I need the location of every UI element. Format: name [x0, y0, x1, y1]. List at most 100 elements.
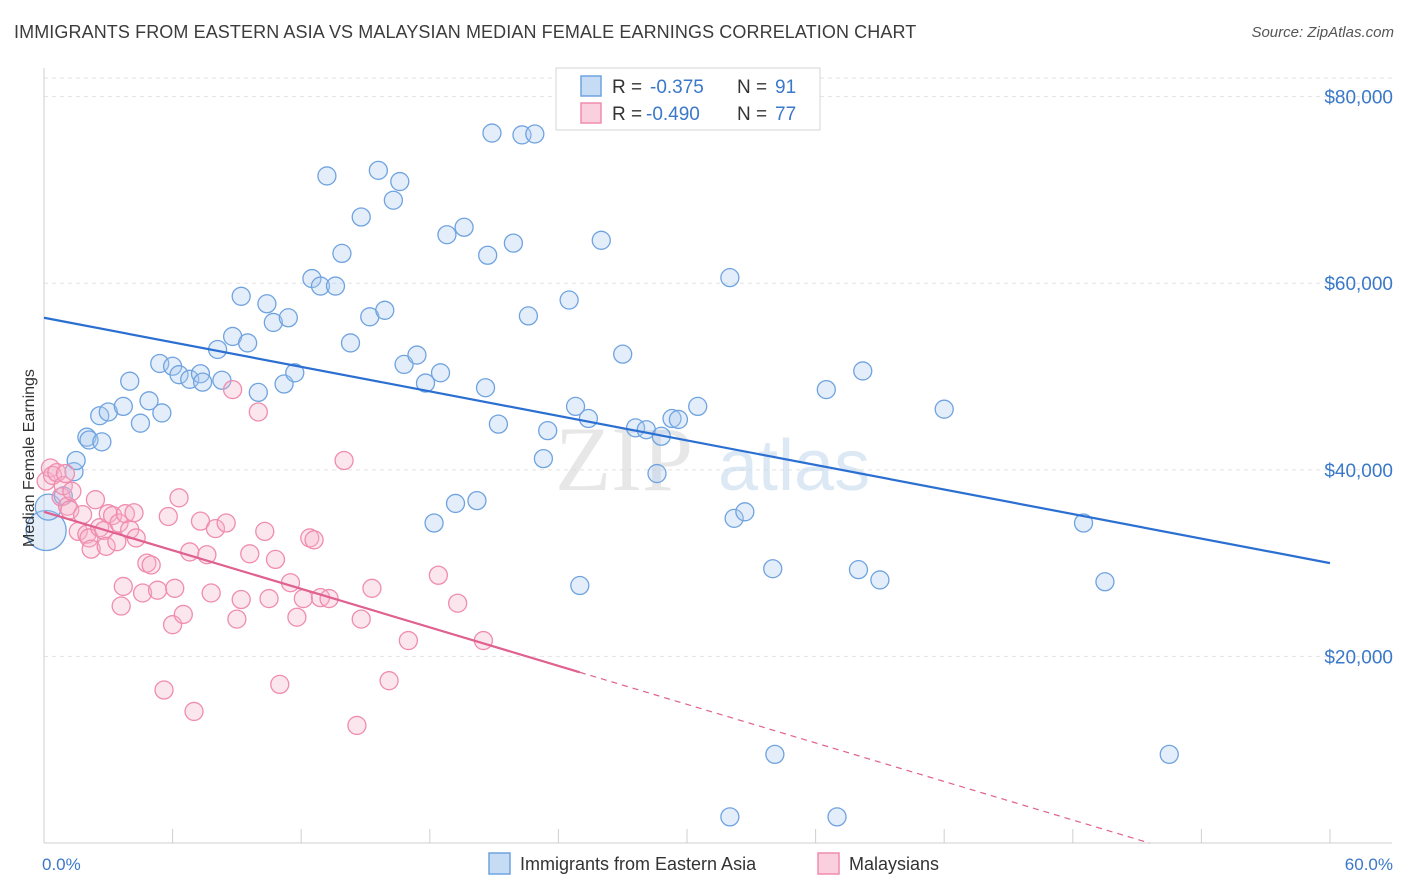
point-eastern-asia: [278, 308, 298, 328]
axes: [43, 68, 1392, 844]
point-eastern-asia: [424, 513, 444, 533]
legend-r-label-2: R =: [612, 104, 642, 125]
legend-n-value-1: 91: [775, 77, 796, 98]
point-eastern-asia: [848, 560, 869, 580]
point-eastern-asia: [120, 371, 140, 391]
point-malaysians: [96, 536, 116, 556]
point-eastern-asia: [407, 345, 427, 365]
legend-label-malaysians: Malaysians: [849, 854, 939, 874]
point-malaysians: [201, 583, 221, 603]
point-eastern-asia: [169, 365, 189, 385]
point-malaysians: [347, 715, 367, 736]
point-eastern-asia: [503, 233, 524, 253]
data-points: [25, 123, 1179, 827]
source-note: Source: ZipAtlas.com: [1251, 24, 1394, 41]
legend-swatch-eastern-asia: [488, 852, 511, 875]
point-malaysians: [141, 555, 161, 575]
point-eastern-asia: [724, 508, 744, 528]
trend-line-eastern-asia: [43, 316, 1331, 565]
point-malaysians: [304, 530, 324, 550]
y-tick-label: $20,000: [1324, 647, 1393, 668]
point-eastern-asia: [478, 245, 498, 265]
point-eastern-asia: [763, 559, 783, 579]
point-eastern-asia: [525, 124, 545, 144]
point-eastern-asia: [310, 276, 331, 296]
legend-swatch-malaysians: [817, 852, 840, 875]
point-eastern-asia: [394, 354, 414, 375]
trend-line-malaysians: [43, 510, 581, 674]
point-eastern-asia: [98, 402, 118, 422]
point-eastern-asia: [467, 490, 487, 511]
point-malaysians: [124, 503, 144, 523]
point-eastern-asia: [113, 396, 133, 417]
point-eastern-asia: [437, 225, 457, 245]
watermark: ZIP atlas: [555, 408, 870, 510]
point-eastern-asia: [332, 243, 352, 264]
point-eastern-asia: [1095, 572, 1115, 592]
point-malaysians: [81, 539, 101, 559]
point-eastern-asia: [668, 409, 689, 430]
point-malaysians: [111, 596, 131, 616]
point-malaysians: [126, 528, 146, 548]
point-malaysians: [132, 583, 153, 603]
point-malaysians: [428, 565, 449, 585]
point-eastern-asia: [870, 570, 890, 590]
point-eastern-asia: [720, 267, 740, 288]
point-eastern-asia: [613, 344, 633, 364]
point-malaysians: [398, 630, 419, 651]
watermark-zip: ZIP: [555, 408, 693, 510]
point-eastern-asia: [415, 373, 436, 393]
point-malaysians: [240, 544, 260, 564]
point-malaysians: [227, 609, 247, 629]
correlation-legend: R = -0.375 N = 91 R = -0.490 N = 77: [555, 67, 821, 131]
point-malaysians: [205, 518, 226, 539]
grid-lines: [44, 77, 1392, 657]
point-malaysians: [248, 402, 268, 422]
point-malaysians: [169, 488, 189, 508]
x-tick-label-max: 60.0%: [1345, 855, 1393, 874]
point-malaysians: [62, 481, 82, 501]
point-eastern-asia: [92, 432, 112, 452]
point-malaysians: [265, 549, 286, 570]
point-eastern-asia: [263, 312, 283, 333]
point-malaysians: [351, 609, 371, 629]
point-eastern-asia: [231, 286, 251, 306]
point-eastern-asia: [130, 413, 151, 433]
point-eastern-asia: [390, 171, 410, 192]
point-malaysians: [379, 671, 399, 691]
point-eastern-asia: [647, 463, 667, 484]
point-eastern-asia: [257, 294, 277, 314]
trend-line-malaysians-extension: [579, 671, 1150, 844]
point-eastern-asia: [816, 379, 836, 400]
trend-lines: [43, 316, 1331, 844]
point-eastern-asia: [317, 166, 337, 186]
point-eastern-asia: [518, 306, 539, 326]
point-malaysians: [165, 578, 185, 598]
point-malaysians: [259, 588, 279, 609]
point-eastern-asia: [570, 575, 590, 596]
point-eastern-asia: [351, 207, 371, 227]
point-eastern-asia: [368, 160, 389, 181]
legend-r-value-1: -0.375: [650, 77, 704, 98]
point-eastern-asia: [340, 333, 361, 353]
x-tick-labels: 0.0% 60.0%: [42, 855, 1393, 874]
point-eastern-asia: [325, 276, 346, 296]
y-axis-title: Median Female Earnings: [21, 369, 38, 547]
point-malaysians: [334, 450, 354, 471]
point-malaysians: [158, 506, 178, 527]
point-eastern-asia: [66, 450, 86, 471]
point-malaysians: [154, 680, 174, 700]
point-malaysians: [287, 607, 307, 627]
point-malaysians: [85, 490, 106, 510]
point-malaysians: [222, 379, 243, 400]
legend-swatch-blue: [580, 75, 602, 97]
legend-n-label-1: N =: [737, 77, 767, 98]
point-eastern-asia: [735, 502, 755, 522]
point-malaysians: [173, 604, 193, 625]
point-eastern-asia: [430, 363, 451, 383]
legend-r-label-1: R =: [612, 77, 642, 98]
point-eastern-asia: [139, 391, 159, 411]
watermark-atlas: atlas: [718, 426, 870, 506]
point-eastern-asia: [482, 123, 502, 143]
